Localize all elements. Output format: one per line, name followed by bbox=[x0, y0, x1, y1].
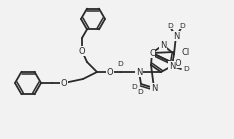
Text: C: C bbox=[149, 49, 155, 58]
Text: O: O bbox=[175, 59, 181, 68]
Text: D: D bbox=[167, 23, 173, 29]
Text: D: D bbox=[131, 84, 137, 90]
Text: N: N bbox=[169, 61, 175, 70]
Text: D: D bbox=[117, 61, 123, 67]
Text: D: D bbox=[137, 89, 143, 95]
Text: Cl: Cl bbox=[181, 48, 189, 56]
Text: O: O bbox=[107, 68, 113, 76]
Text: O: O bbox=[61, 79, 67, 87]
Text: N: N bbox=[173, 32, 179, 40]
Text: N: N bbox=[136, 68, 142, 76]
Text: D: D bbox=[179, 23, 185, 29]
Text: N: N bbox=[151, 84, 157, 92]
Text: O: O bbox=[79, 47, 85, 55]
Text: D: D bbox=[183, 66, 189, 72]
Text: N: N bbox=[160, 40, 166, 49]
